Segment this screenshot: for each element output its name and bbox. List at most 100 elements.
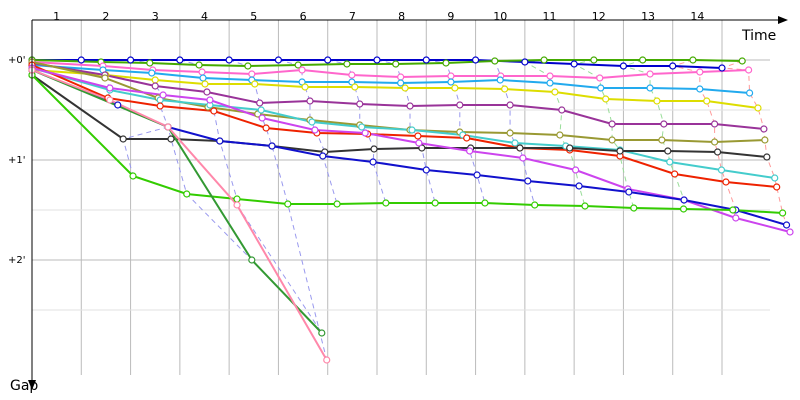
data-point (216, 137, 224, 145)
data-point (370, 145, 378, 153)
data-point (129, 172, 137, 180)
data-point (786, 228, 794, 236)
data-point (256, 99, 264, 107)
data-point (519, 154, 527, 162)
data-point (463, 134, 471, 142)
data-point (156, 102, 164, 110)
data-point (146, 59, 154, 67)
data-point (540, 56, 548, 64)
data-point (311, 126, 319, 134)
data-point (779, 209, 787, 217)
data-point (590, 56, 598, 64)
data-point (558, 106, 566, 114)
data-point (397, 73, 405, 81)
data-point (711, 120, 719, 128)
data-point (274, 56, 283, 64)
data-point (195, 61, 203, 69)
x-tick-label: 8 (398, 10, 405, 23)
data-point (630, 204, 638, 212)
data-point (745, 66, 753, 74)
data-point (294, 61, 302, 69)
data-point (401, 84, 409, 92)
data-point (646, 70, 654, 78)
data-point (619, 62, 628, 70)
data-point (471, 56, 480, 64)
data-point (373, 56, 381, 64)
data-point (546, 72, 554, 80)
data-point (210, 107, 218, 115)
x-tick-label: 6 (300, 10, 307, 23)
series-points (28, 56, 794, 364)
data-point (301, 83, 309, 91)
data-point (258, 114, 266, 122)
y-axis-label: Gap (10, 378, 38, 394)
data-point (696, 85, 704, 93)
data-point (268, 142, 276, 150)
data-point (718, 64, 726, 72)
lap-connector (475, 59, 536, 206)
data-point (225, 56, 233, 64)
data-point (581, 202, 589, 210)
data-point (382, 199, 390, 207)
data-point (101, 74, 109, 82)
lap-connector (721, 60, 791, 233)
data-point (531, 201, 539, 209)
data-point (664, 147, 672, 155)
data-point (351, 83, 359, 91)
data-point (298, 66, 306, 74)
data-point (148, 69, 156, 77)
data-point (414, 132, 422, 140)
data-point (262, 124, 270, 132)
data-point (392, 60, 400, 68)
data-point (323, 356, 331, 364)
data-point (183, 190, 191, 198)
data-point (639, 56, 647, 64)
data-point (361, 129, 369, 137)
data-point (358, 123, 366, 131)
data-point (343, 60, 351, 68)
x-tick-label: 12 (592, 10, 606, 23)
x-tick-label: 9 (447, 10, 454, 23)
data-point (408, 126, 416, 134)
data-point (745, 89, 754, 97)
data-point (114, 101, 122, 109)
data-point (771, 174, 779, 182)
data-point (244, 62, 252, 70)
data-point (546, 79, 554, 87)
data-point (729, 206, 737, 214)
data-point (151, 76, 159, 84)
data-point (760, 125, 768, 133)
data-point (680, 196, 688, 204)
data-point (431, 199, 439, 207)
x-tick-label: 11 (543, 10, 557, 23)
data-point (616, 147, 624, 155)
data-point (506, 101, 514, 109)
data-point (308, 118, 316, 126)
data-point (653, 97, 661, 105)
x-tick-label: 1 (53, 10, 60, 23)
data-point (763, 153, 771, 161)
data-point (679, 205, 688, 213)
data-point (257, 106, 265, 114)
data-point (524, 177, 532, 185)
data-point (233, 195, 241, 203)
data-point (233, 201, 241, 209)
data-point (570, 60, 578, 68)
x-tick-label: 5 (250, 10, 257, 23)
x-tick-label: 10 (493, 10, 507, 23)
data-point (761, 136, 769, 144)
data-point (696, 68, 704, 76)
data-point (324, 56, 332, 64)
x-tick-label: 14 (690, 10, 704, 23)
data-point (397, 79, 405, 87)
y-axis-arrow (28, 380, 36, 390)
data-point (773, 183, 781, 191)
data-point (597, 84, 605, 92)
data-point (77, 56, 85, 64)
data-point (126, 56, 135, 64)
data-point (251, 80, 259, 88)
data-point (666, 158, 674, 166)
data-point (442, 59, 450, 67)
data-point (521, 58, 529, 66)
